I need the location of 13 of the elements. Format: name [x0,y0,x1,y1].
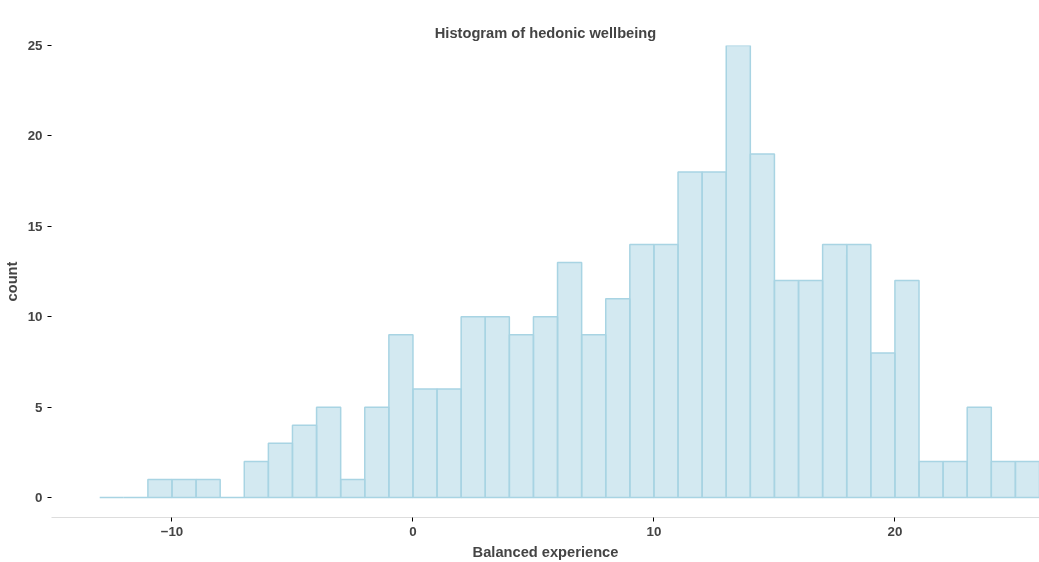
y-tick-label: 0 [35,490,43,506]
y-tick-label: 20 [27,128,43,144]
x-tick-label: 20 [887,523,903,539]
x-axis-title: Balanced experience [472,543,619,560]
x-tick-label: −10 [160,523,184,539]
y-tick-label: 10 [27,309,43,325]
chart-title: Histogram of hedonic wellbeing [434,24,657,41]
y-axis-title: count [3,261,20,302]
x-tick-label: 0 [409,523,417,539]
y-tick-label: 15 [27,218,44,234]
y-tick-label: 5 [35,399,44,415]
y-tick-label: 25 [27,38,44,53]
x-tick-label: 10 [646,523,662,539]
